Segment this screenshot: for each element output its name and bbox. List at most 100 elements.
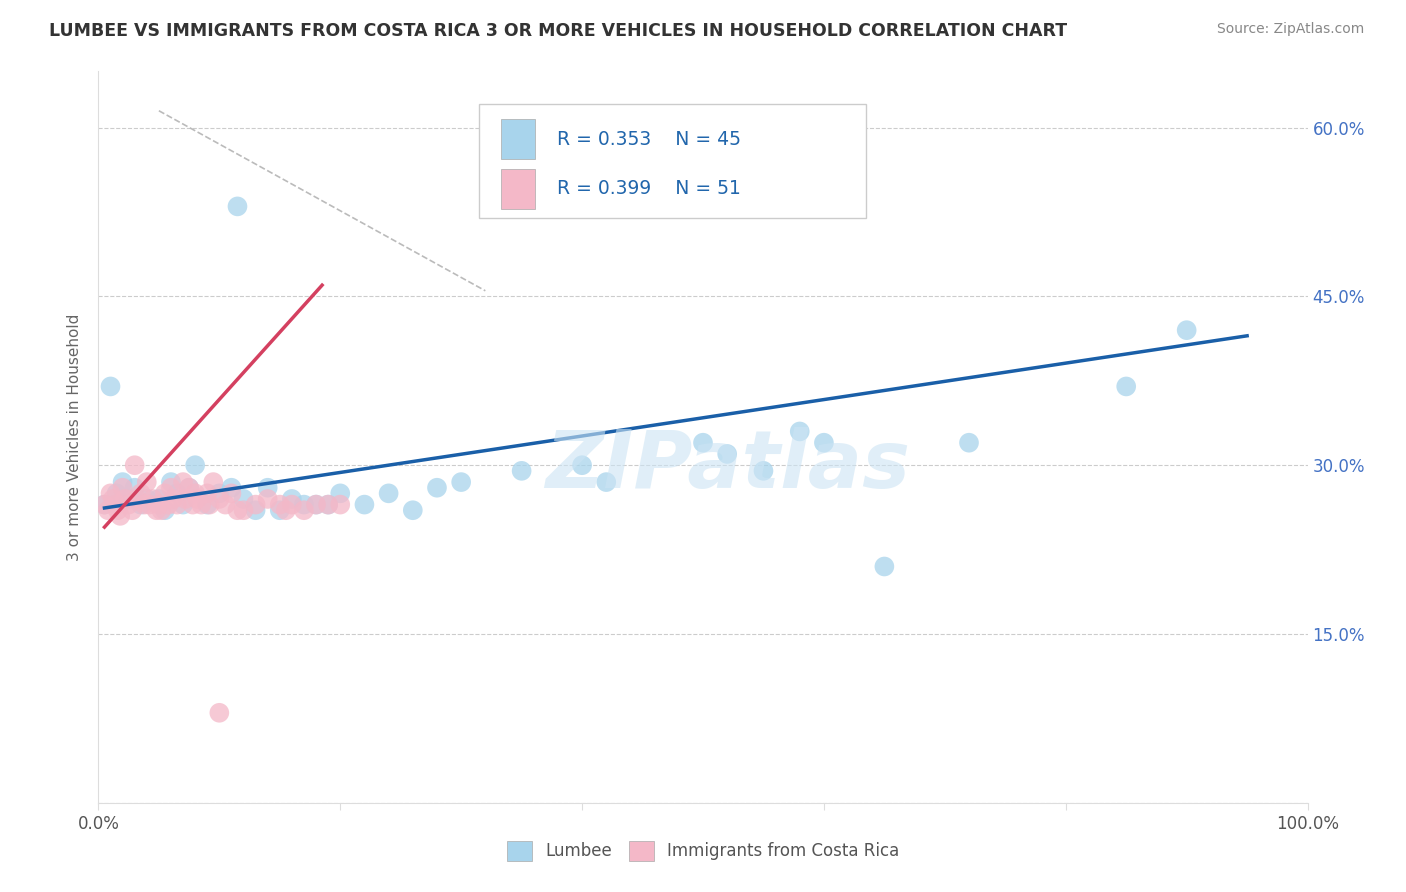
Point (789, 425, 811, 439)
Point (195, 486, 218, 500)
Point (269, 503, 291, 517)
Point (208, 491, 231, 506)
Point (226, 199, 249, 213)
Point (111, 475, 134, 489)
Text: ZIPatlas: ZIPatlas (544, 427, 910, 506)
Point (101, 491, 124, 506)
Point (174, 491, 197, 506)
Point (93, 498, 115, 512)
Point (142, 491, 165, 506)
Point (184, 458, 207, 473)
Point (571, 458, 593, 473)
Point (226, 503, 249, 517)
Point (190, 498, 212, 512)
Point (329, 498, 352, 512)
Point (181, 498, 204, 512)
Text: LUMBEE VS IMMIGRANTS FROM COSTA RICA 3 OR MORE VEHICLES IN HOUSEHOLD CORRELATION: LUMBEE VS IMMIGRANTS FROM COSTA RICA 3 O… (49, 22, 1067, 40)
Point (105, 498, 128, 512)
Point (135, 475, 157, 489)
Point (353, 498, 375, 512)
Point (134, 498, 156, 512)
Point (127, 491, 149, 506)
Point (179, 481, 201, 495)
Point (329, 486, 352, 500)
Point (450, 475, 472, 489)
Point (281, 498, 304, 512)
Point (692, 435, 714, 450)
Point (208, 706, 231, 720)
Point (135, 491, 157, 506)
Point (105, 486, 128, 500)
Point (97, 503, 120, 517)
Bar (501, 119, 534, 159)
Point (150, 503, 173, 517)
Point (138, 498, 160, 512)
Point (245, 503, 267, 517)
Point (153, 503, 176, 517)
Point (148, 491, 170, 506)
Point (100, 379, 122, 393)
Point (245, 498, 267, 512)
Point (292, 498, 315, 512)
Point (166, 486, 188, 500)
Point (957, 435, 980, 450)
Point (202, 475, 225, 489)
Point (129, 486, 152, 500)
Point (153, 486, 176, 500)
Point (118, 491, 141, 506)
Point (316, 498, 339, 512)
Point (214, 498, 236, 512)
Bar (501, 169, 534, 209)
Point (752, 464, 775, 478)
Point (256, 491, 278, 506)
Point (118, 498, 141, 512)
Point (157, 498, 180, 512)
Point (124, 481, 146, 495)
Point (316, 498, 339, 512)
Point (426, 481, 449, 495)
Point (716, 447, 738, 461)
Point (187, 491, 209, 506)
Point (148, 498, 170, 512)
Point (172, 498, 194, 512)
Point (107, 503, 129, 517)
Point (179, 481, 201, 495)
Point (184, 486, 207, 500)
Point (221, 481, 243, 495)
Point (281, 491, 304, 506)
Point (256, 481, 278, 495)
Point (274, 503, 297, 517)
Point (124, 458, 146, 473)
Point (813, 435, 835, 450)
Point (510, 464, 533, 478)
Point (114, 491, 136, 506)
FancyBboxPatch shape (479, 104, 866, 218)
Point (160, 475, 183, 489)
Point (162, 491, 184, 506)
Point (121, 503, 143, 517)
Point (595, 475, 617, 489)
Point (108, 508, 131, 523)
Point (145, 503, 167, 517)
Point (221, 486, 243, 500)
Text: R = 0.399    N = 51: R = 0.399 N = 51 (557, 179, 741, 198)
Point (377, 486, 399, 500)
Point (873, 559, 896, 574)
Point (129, 498, 152, 512)
Point (232, 491, 254, 506)
Point (160, 481, 183, 495)
Y-axis label: 3 or more Vehicles in Household: 3 or more Vehicles in Household (67, 313, 83, 561)
Point (195, 498, 218, 512)
Point (305, 498, 328, 512)
Point (1175, 323, 1198, 337)
Point (166, 498, 188, 512)
Point (111, 481, 134, 495)
Text: Source: ZipAtlas.com: Source: ZipAtlas.com (1216, 22, 1364, 37)
Point (1115, 379, 1137, 393)
Point (208, 486, 231, 500)
Point (172, 475, 194, 489)
Point (100, 486, 122, 500)
Point (198, 498, 221, 512)
Legend: Lumbee, Immigrants from Costa Rica: Lumbee, Immigrants from Costa Rica (501, 834, 905, 868)
Point (269, 498, 291, 512)
